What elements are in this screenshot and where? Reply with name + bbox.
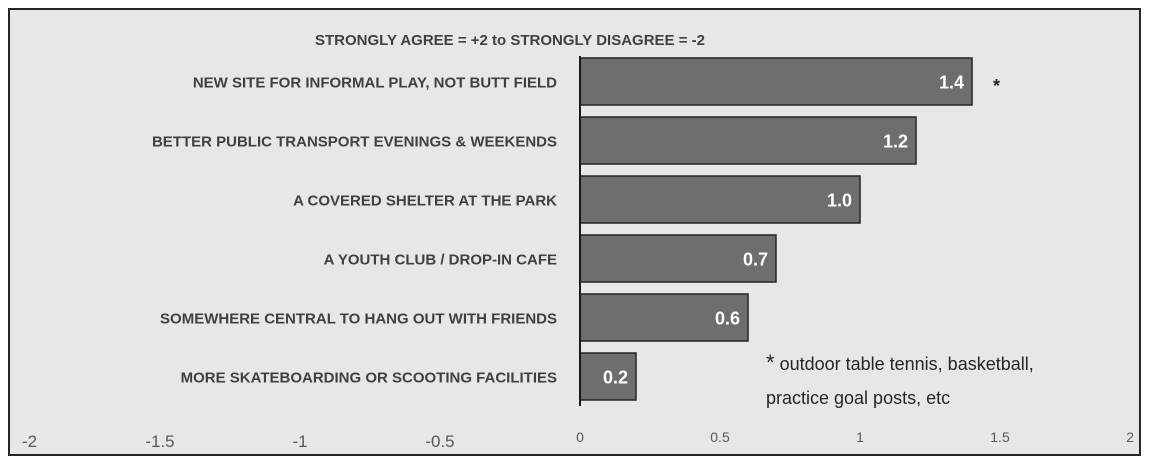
category-label: SOMEWHERE CENTRAL TO HANG OUT WITH FRIEN… bbox=[160, 311, 557, 328]
bar-value-label: 0.7 bbox=[743, 250, 768, 270]
category-label: NEW SITE FOR INFORMAL PLAY, NOT BUTT FIE… bbox=[193, 75, 557, 92]
bar-value-label: 1.0 bbox=[827, 191, 852, 211]
category-label: A COVERED SHELTER AT THE PARK bbox=[293, 193, 557, 210]
x-tick-label: -1 bbox=[292, 432, 307, 451]
bar-value-label: 0.6 bbox=[715, 309, 740, 329]
category-label: A YOUTH CLUB / DROP-IN CAFE bbox=[324, 252, 557, 269]
bar bbox=[579, 116, 917, 165]
bar-value-label: 1.2 bbox=[883, 132, 908, 152]
bar bbox=[579, 57, 973, 106]
x-tick-label: -1.5 bbox=[145, 432, 174, 451]
bar-value-label: 1.4 bbox=[939, 73, 964, 93]
footnote-text-1: outdoor table tennis, basketball, bbox=[775, 354, 1034, 374]
marker-label: * bbox=[993, 76, 1000, 96]
category-label: BETTER PUBLIC TRANSPORT EVENINGS & WEEKE… bbox=[152, 134, 557, 151]
x-tick-label: 2 bbox=[1126, 429, 1134, 445]
footnote-line-1: * outdoor table tennis, basketball, bbox=[766, 350, 1034, 375]
x-tick-label: 0 bbox=[576, 429, 584, 445]
tick-labels: -2 -1.5 -1 -0.5 0 0.5 1 1.5 2 bbox=[22, 429, 1134, 451]
x-tick-label: 1.5 bbox=[990, 429, 1010, 445]
x-tick-label: -0.5 bbox=[425, 432, 454, 451]
footnote-line-2: practice goal posts, etc bbox=[766, 388, 950, 408]
x-tick-label: 0.5 bbox=[710, 429, 730, 445]
footnote-symbol: * bbox=[766, 350, 775, 375]
bar bbox=[579, 175, 861, 224]
x-tick-label: 1 bbox=[856, 429, 864, 445]
bar-value-label: 0.2 bbox=[603, 368, 628, 388]
bar bbox=[579, 293, 749, 342]
bar bbox=[579, 352, 637, 401]
chart-title: STRONGLY AGREE = +2 to STRONGLY DISAGREE… bbox=[315, 32, 705, 49]
x-tick-label: -2 bbox=[22, 432, 37, 451]
category-label: MORE SKATEBOARDING OR SCOOTING FACILITIE… bbox=[181, 370, 557, 387]
